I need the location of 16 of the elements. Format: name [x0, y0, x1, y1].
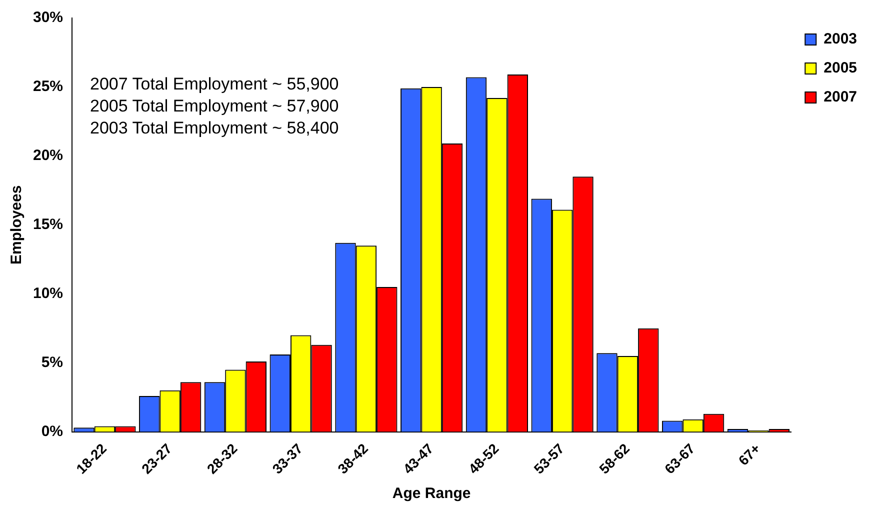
legend-label: 2003	[824, 30, 858, 48]
annotation: 2003 Total Employment ~ 58,400	[90, 118, 339, 138]
y-tick-label: 25%	[32, 78, 64, 96]
legend-label: 2005	[824, 60, 858, 77]
x-axis-title: Age Range	[392, 485, 471, 502]
y-tick-label: 20%	[32, 147, 64, 164]
y-axis-title: Employees	[8, 185, 26, 265]
y-tick-label: 5%	[41, 354, 64, 371]
y-tick-label: 30%	[32, 9, 64, 26]
x-tick-label: 67+	[735, 440, 764, 468]
y-tick-label: 10%	[32, 285, 64, 302]
y-tick-label: 15%	[32, 216, 64, 234]
legend-label: 2007	[824, 88, 858, 106]
y-tick-label: 0%	[41, 422, 64, 440]
annotation: 2005 Total Employment ~ 57,900	[90, 96, 339, 116]
annotation: 2007 Total Employment ~ 55,900	[90, 74, 339, 94]
